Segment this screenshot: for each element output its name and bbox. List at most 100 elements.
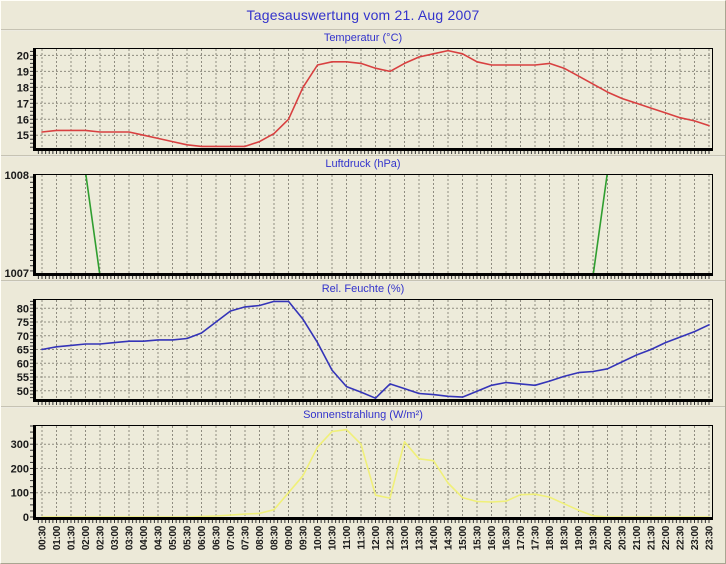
solar-chart: 0 100 200 300 00:30 01:00 01:30 02:00 02:30 03:00…: [11, 425, 716, 550]
y-tick-label: 19: [17, 66, 29, 78]
x-tick-label: 12:30: [386, 525, 397, 550]
y-axis-ticks: [30, 176, 33, 272]
separator: [1, 280, 725, 282]
report-title: Tagesauswertung vom 21. Aug 2007: [246, 7, 480, 23]
temperature-section: Temperatur (°C) 15 16 17 18 19 20: [1, 32, 725, 155]
y-tick-label: 60: [17, 358, 29, 370]
x-tick-label: 13:00: [400, 525, 411, 550]
x-tick-label: 15:00: [458, 525, 469, 550]
x-tick-label: 04:30: [154, 525, 165, 550]
y-tick-label: 16: [17, 114, 29, 126]
separator: [1, 155, 725, 157]
x-tick-label: 03:30: [125, 525, 136, 550]
temperature-chart: 15 16 17 18 19 20: [17, 48, 713, 154]
x-tick-label: 02:30: [96, 525, 107, 550]
y-tick-label: 15: [17, 130, 29, 142]
x-tick-label: 16:00: [487, 525, 498, 550]
axes: [33, 48, 713, 151]
y-tick-label: 300: [11, 439, 29, 451]
plot-area: [36, 49, 712, 148]
x-tick-label: 14:00: [429, 525, 440, 550]
x-tick-label: 06:30: [212, 525, 223, 550]
x-axis-ticks: [37, 151, 710, 154]
x-axis-ticks: [37, 402, 710, 405]
y-tick-labels: 1007 1008: [5, 171, 29, 280]
x-tick-label: 22:30: [676, 525, 687, 550]
x-tick-label: 23:30: [705, 525, 716, 550]
grid: [36, 49, 712, 148]
x-tick-label: 02:00: [81, 525, 92, 550]
pressure-chart-title: Luftdruck (hPa): [325, 158, 401, 170]
x-tick-label: 20:30: [618, 525, 629, 550]
y-tick-label: 50: [17, 386, 29, 398]
x-tick-label: 22:00: [661, 525, 672, 550]
x-tick-label: 21:00: [632, 525, 643, 550]
x-tick-label: 03:00: [110, 525, 121, 550]
x-tick-label: 14:30: [444, 525, 455, 550]
x-tick-label: 09:00: [284, 525, 295, 550]
temperature-chart-title: Temperatur (°C): [323, 32, 403, 44]
x-tick-label: 20:00: [603, 525, 614, 550]
x-tick-label: 04:00: [139, 525, 150, 550]
pressure-line: [85, 175, 608, 274]
x-tick-label: 07:00: [226, 525, 237, 550]
y-tick-label: 17: [17, 98, 29, 110]
x-tick-label: 12:00: [371, 525, 382, 550]
x-tick-label: 18:00: [545, 525, 556, 550]
temperature-line: [41, 49, 710, 148]
x-tick-label: 19:30: [589, 525, 600, 550]
x-tick-label: 09:30: [299, 525, 310, 550]
solar-section: Sonnenstrahlung (W/m²) 0 100 200 300 00:30 01…: [1, 409, 725, 560]
x-tick-label: 05:30: [183, 525, 194, 550]
plot-area: [36, 426, 712, 517]
x-tick-label: 05:00: [168, 525, 179, 550]
grid: [36, 300, 712, 399]
x-tick-label: 10:00: [313, 525, 324, 550]
x-tick-label: 01:00: [52, 525, 63, 550]
y-axis-ticks: [30, 425, 33, 518]
x-tick-label: 21:30: [647, 525, 658, 550]
y-tick-label: 1008: [5, 171, 29, 182]
y-tick-label: 20: [17, 50, 29, 62]
y-tick-label: 70: [17, 331, 29, 343]
solar-chart-title: Sonnenstrahlung (W/m²): [303, 409, 423, 421]
x-tick-label: 15:30: [473, 525, 484, 550]
x-tick-label: 19:00: [574, 525, 585, 550]
y-tick-label: 18: [17, 82, 29, 94]
y-tick-label: 200: [11, 463, 29, 475]
humidity-chart-title: Rel. Feuchte (%): [321, 283, 405, 295]
separator: [1, 29, 725, 31]
y-tick-label: 1007: [5, 268, 29, 280]
pressure-section: Luftdruck (hPa) 1007 1008: [1, 158, 725, 280]
x-tick-label: 08:30: [270, 525, 281, 550]
x-tick-label: 08:00: [255, 525, 266, 550]
x-tick-label: 07:30: [241, 525, 252, 550]
y-tick-label: 75: [17, 317, 29, 329]
axes: [33, 425, 713, 520]
x-tick-label: 11:30: [357, 525, 368, 549]
humidity-section: Rel. Feuchte (%) 50 55 60 65 70 75 80: [1, 283, 725, 406]
x-tick-label: 01:30: [67, 525, 78, 550]
x-tick-label: 13:30: [415, 525, 426, 550]
x-tick-label: 11:00: [342, 525, 353, 549]
x-tick-label: 17:30: [531, 525, 542, 550]
x-tick-label: 23:00: [690, 525, 701, 550]
y-tick-label: 80: [17, 303, 29, 315]
y-tick-label: 65: [17, 345, 29, 357]
y-tick-labels: 0 100 200 300: [11, 439, 29, 524]
grid: [41, 175, 710, 273]
y-axis-ticks: [30, 50, 33, 148]
plot-area: [36, 175, 712, 273]
y-tick-labels: 15 16 17 18 19 20: [17, 50, 29, 142]
y-axis-ticks: [30, 300, 33, 399]
axes: [33, 299, 713, 402]
x-axis-ticks: [37, 520, 710, 523]
x-tick-labels: 00:30 01:00 01:30 02:00 02:30 03:00 03:30 04:00…: [38, 525, 716, 550]
x-tick-label: 16:30: [502, 525, 513, 550]
grid: [36, 426, 712, 517]
x-tick-label: 06:00: [197, 525, 208, 550]
y-tick-label: 0: [23, 512, 29, 524]
x-tick-label: 17:00: [516, 525, 527, 550]
y-tick-label: 100: [11, 488, 29, 500]
